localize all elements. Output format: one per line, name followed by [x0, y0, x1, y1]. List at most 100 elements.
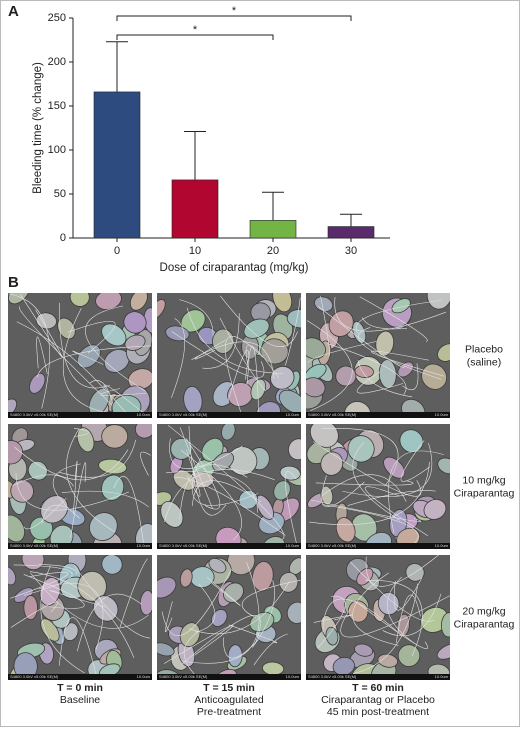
y-axis-title: Bleeding time (% change) — [32, 62, 44, 194]
sem-image: S4800 3.0kV x5.00k SE(M) 10.0um — [8, 555, 152, 680]
fibrin — [169, 438, 243, 469]
y-tick-label: 100 — [48, 144, 66, 156]
fibrin — [359, 296, 428, 342]
fibrin — [73, 564, 150, 639]
x-tick-label: 10 — [189, 245, 201, 257]
info-text: S4800 3.0kV x5.00k SE(M) — [10, 674, 59, 679]
fibrin — [191, 341, 275, 379]
fibrin — [307, 341, 377, 364]
cell — [227, 446, 258, 476]
fibrin — [59, 302, 111, 389]
fibrin — [321, 428, 399, 487]
fibrin — [340, 595, 450, 638]
fibrin — [342, 443, 433, 497]
fibrin — [382, 593, 442, 637]
cell — [250, 378, 267, 401]
cell — [8, 440, 24, 465]
info-text: S4800 3.0kV x5.00k SE(M) — [159, 543, 208, 548]
fibrin — [352, 442, 401, 521]
fibrin — [353, 583, 419, 674]
cell — [320, 451, 344, 476]
fibrin — [103, 384, 147, 417]
sem-image: S4800 3.0kV x5.00k SE(M) 10.0um — [157, 424, 301, 549]
cell — [101, 424, 129, 449]
cell — [437, 343, 450, 362]
fibrin — [320, 295, 330, 356]
cell — [243, 318, 270, 339]
cell — [69, 293, 90, 307]
column-label: Baseline — [60, 694, 100, 706]
fibrin — [61, 490, 149, 508]
fibrin — [361, 317, 407, 330]
cell — [335, 517, 356, 543]
cell — [101, 323, 127, 347]
cell — [399, 429, 424, 453]
y-tick-label: 50 — [54, 188, 66, 200]
fibrin — [285, 297, 301, 366]
row-label: Ciraparantag — [454, 487, 515, 499]
fibrin — [161, 569, 232, 637]
cell — [377, 653, 398, 668]
info-bar — [8, 674, 152, 680]
cell — [260, 338, 289, 365]
y-tick-label: 250 — [48, 12, 66, 24]
x-tick-label: 0 — [114, 245, 120, 257]
fibrin — [167, 424, 285, 540]
y-tick-label: 150 — [48, 100, 66, 112]
cell — [160, 500, 184, 528]
fibrin — [40, 565, 85, 674]
fibrin — [321, 475, 365, 507]
cell — [62, 622, 79, 642]
fibrin — [322, 504, 419, 547]
fibrin — [364, 486, 428, 537]
x-tick-label: 30 — [345, 245, 357, 257]
fibrin — [113, 476, 145, 546]
fibrin — [171, 331, 265, 379]
info-text: 10.0um — [435, 674, 449, 679]
column-label: Ciraparantag or Placebo — [321, 694, 435, 706]
error-bar — [340, 213, 362, 227]
fibrin — [194, 339, 226, 360]
info-text: 10.0um — [137, 674, 151, 679]
fibrin — [402, 363, 419, 391]
fibrin — [191, 458, 259, 506]
cell — [57, 317, 76, 340]
fibrin — [253, 633, 288, 666]
fibrin — [73, 428, 90, 437]
cell — [441, 612, 450, 638]
bar — [249, 220, 297, 239]
cell — [21, 555, 45, 571]
cell — [421, 363, 448, 390]
fibrin — [334, 297, 446, 332]
cell — [10, 479, 34, 503]
fibrin — [219, 317, 266, 392]
sem-image: S4800 3.0kV x5.00k SE(M) 10.0um — [306, 293, 450, 418]
cell — [320, 485, 334, 506]
cell — [354, 643, 374, 657]
cell — [377, 592, 400, 616]
cell — [101, 555, 123, 575]
panel-label: A — [8, 3, 19, 20]
cell — [77, 571, 107, 602]
fibrin — [173, 476, 286, 536]
cell — [354, 365, 374, 378]
info-bar — [157, 412, 301, 418]
info-text: S4800 3.0kV x5.00k SE(M) — [308, 674, 357, 679]
fibrin — [185, 449, 201, 497]
cell — [423, 499, 447, 520]
fibrin — [188, 425, 227, 516]
info-text: S4800 3.0kV x5.00k SE(M) — [308, 412, 357, 417]
sem-image: S4800 3.0kV x5.00k SE(M) 10.0um — [157, 293, 301, 418]
info-text: 10.0um — [435, 543, 449, 548]
fibrin — [354, 600, 428, 650]
fibrin — [357, 360, 413, 398]
cell — [306, 337, 327, 360]
info-text: 10.0um — [137, 543, 151, 548]
panel-label: B — [8, 274, 19, 291]
fibrin — [350, 561, 434, 622]
fibrin — [393, 577, 423, 611]
column-label: Anticoagulated — [194, 694, 264, 706]
fibrin — [38, 564, 78, 575]
fibrin — [241, 579, 301, 619]
